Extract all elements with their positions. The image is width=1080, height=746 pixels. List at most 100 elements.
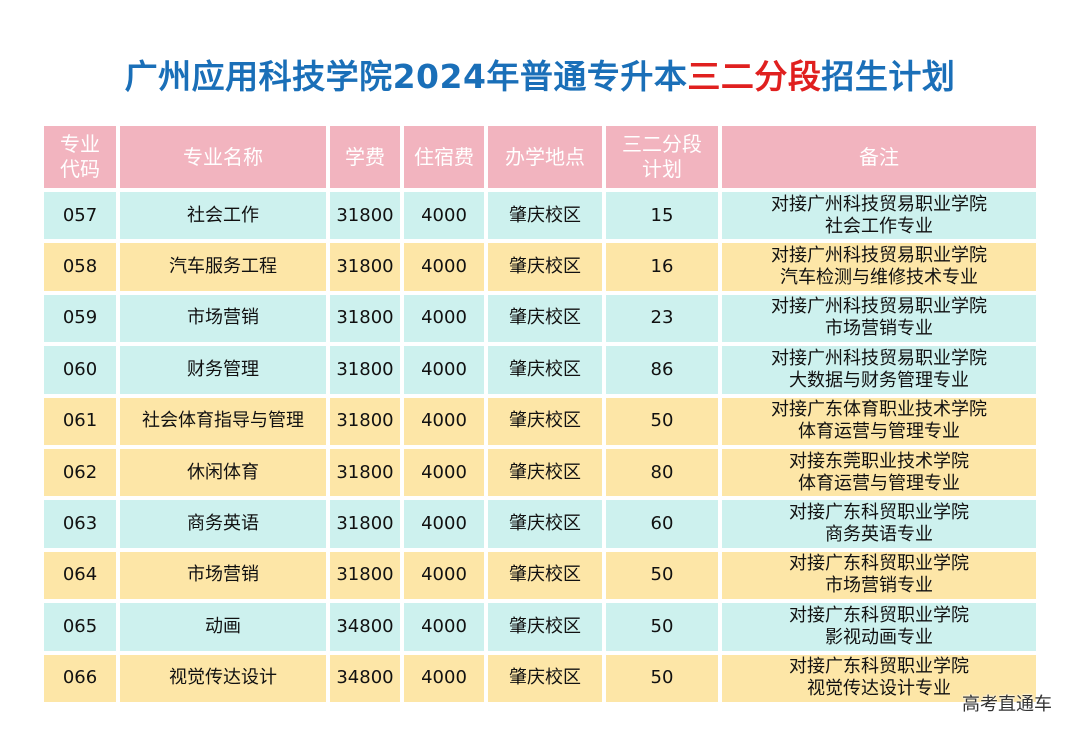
cell-note: 对接广州科技贸易职业学院 汽车检测与维修技术专业 xyxy=(722,243,1036,291)
cell-major-name: 市场营销 xyxy=(120,294,326,343)
cell-note: 对接广东科贸职业学院 视觉传达设计专业 xyxy=(722,654,1036,702)
note-line-2: 社会工作专业 xyxy=(825,215,933,237)
table-row: 061 社会体育指导与管理 31800 4000 肇庆校区 50 对接广东体育职业技术学院体… xyxy=(44,397,1036,445)
cell-tuition: 34800 xyxy=(330,603,400,651)
cell-tuition: 31800 xyxy=(330,397,400,445)
cell-campus: 肇庆校区 xyxy=(488,294,602,343)
cell-campus: 肇庆校区 xyxy=(488,500,602,548)
note-line-1: 对接广东科贸职业学院 xyxy=(789,656,969,678)
cell-major-name: 商务英语 xyxy=(120,500,326,548)
cell-campus: 肇庆校区 xyxy=(488,551,602,600)
cell-dorm-fee: 4000 xyxy=(404,551,484,600)
cell-dorm-fee: 4000 xyxy=(404,192,484,240)
cell-major-name: 财务管理 xyxy=(120,346,326,394)
note-line-1: 对接广州科技贸易职业学院 xyxy=(771,245,987,267)
cell-campus: 肇庆校区 xyxy=(488,243,602,291)
note-line-2: 体育运营与管理专业 xyxy=(798,421,960,443)
cell-tuition: 31800 xyxy=(330,192,400,240)
cell-major-code: 063 xyxy=(44,500,116,548)
table-row: 062 休闲体育 31800 4000 肇庆校区 80 对接东莞职业技术学院 体育运营与管理专… xyxy=(44,448,1036,497)
cell-dorm-fee: 4000 xyxy=(404,243,484,291)
cell-tuition: 31800 xyxy=(330,551,400,600)
cell-note: 对接广东科贸职业学院 影视动画专业 xyxy=(722,603,1036,651)
cell-note: 对接广州科技贸易职业学院 市场营销专业 xyxy=(722,294,1036,343)
cell-note: 对接东莞职业技术学院 体育运营与管理专业 xyxy=(722,448,1036,497)
cell-plan: 23 xyxy=(606,294,718,343)
header-major-code: 专业 代码 xyxy=(44,126,116,188)
note-line-1: 对接广东体育职业技术学院 xyxy=(771,399,987,421)
cell-dorm-fee: 4000 xyxy=(404,397,484,445)
note-line-2: 汽车检测与维修技术专业 xyxy=(780,267,978,289)
cell-dorm-fee: 4000 xyxy=(404,603,484,651)
cell-plan: 60 xyxy=(606,500,718,548)
cell-major-code: 066 xyxy=(44,654,116,702)
note-line-2: 商务英语专业 xyxy=(825,524,933,546)
table-row: 066 视觉传达设计 34800 4000 肇庆校区 50 对接广东科贸职业学院 视觉传达设计… xyxy=(44,654,1036,702)
cell-plan: 80 xyxy=(606,448,718,497)
cell-dorm-fee: 4000 xyxy=(404,448,484,497)
table-row: 065 动画 34800 4000 肇庆校区 50 对接广东科贸职业学院 影视动画专业 xyxy=(44,603,1036,651)
note-line-1: 对接东莞职业技术学院 xyxy=(789,450,969,472)
cell-campus: 肇庆校区 xyxy=(488,192,602,240)
cell-major-name: 市场营销 xyxy=(120,551,326,600)
table-row: 057 社会工作 31800 4000 肇庆校区 15 对接广州科技贸易职业学院 社会工作专业 xyxy=(44,192,1036,240)
header-note: 备注 xyxy=(722,126,1036,188)
cell-tuition: 31800 xyxy=(330,243,400,291)
cell-plan: 50 xyxy=(606,397,718,445)
cell-tuition: 31800 xyxy=(330,500,400,548)
cell-note: 对接广州科技贸易职业学院 社会工作专业 xyxy=(722,192,1036,240)
title-prefix: 广州应用科技学院2024年普通专升本 xyxy=(124,57,688,96)
cell-dorm-fee: 4000 xyxy=(404,346,484,394)
cell-note: 对接广州科技贸易职业学院 大数据与财务管理专业 xyxy=(722,346,1036,394)
cell-major-code: 058 xyxy=(44,243,116,291)
cell-plan: 86 xyxy=(606,346,718,394)
note-line-1: 对接广州科技贸易职业学院 xyxy=(771,296,987,318)
cell-campus: 肇庆校区 xyxy=(488,346,602,394)
header-dorm-fee: 住宿费 xyxy=(404,126,484,188)
cell-major-name: 社会工作 xyxy=(120,192,326,240)
table-header-row: 专业 代码 专业名称 学费 住宿费 办学地点 三二分段 计划 备注 xyxy=(44,126,1036,188)
cell-major-code: 064 xyxy=(44,551,116,600)
header-plan: 三二分段 计划 xyxy=(606,126,718,188)
cell-major-code: 065 xyxy=(44,603,116,651)
note-line-1: 对接广东科贸职业学院 xyxy=(789,553,969,575)
title-suffix: 招生计划 xyxy=(821,57,956,96)
title-highlight: 三二分段 xyxy=(687,57,822,96)
cell-plan: 50 xyxy=(606,551,718,600)
page-title: 广州应用科技学院2024年普通专升本三二分段招生计划 xyxy=(0,50,1080,98)
cell-dorm-fee: 4000 xyxy=(404,654,484,702)
cell-major-code: 057 xyxy=(44,192,116,240)
table-row: 059 市场营销 31800 4000 肇庆校区 23 对接广州科技贸易职业学院 市场营销专业 xyxy=(44,294,1036,343)
header-campus: 办学地点 xyxy=(488,126,602,188)
note-line-2: 体育运营与管理专业 xyxy=(798,472,960,494)
header-tuition: 学费 xyxy=(330,126,400,188)
note-line-2: 影视动画专业 xyxy=(825,626,933,648)
cell-major-code: 061 xyxy=(44,397,116,445)
note-line-1: 对接广东科贸职业学院 xyxy=(789,604,969,626)
cell-major-name: 休闲体育 xyxy=(120,448,326,497)
enrollment-plan-table: 专业 代码 专业名称 学费 住宿费 办学地点 三二分段 计划 备注 057 社会工作 3… xyxy=(40,122,1040,706)
cell-tuition: 31800 xyxy=(330,294,400,343)
note-line-1: 对接广州科技贸易职业学院 xyxy=(771,347,987,369)
note-line-2: 市场营销专业 xyxy=(825,318,933,340)
cell-major-name: 社会体育指导与管理 xyxy=(120,397,326,445)
cell-major-name: 动画 xyxy=(120,603,326,651)
note-line-2: 大数据与财务管理专业 xyxy=(789,369,969,391)
cell-major-name: 视觉传达设计 xyxy=(120,654,326,702)
cell-dorm-fee: 4000 xyxy=(404,294,484,343)
cell-major-code: 062 xyxy=(44,448,116,497)
cell-note: 对接广东科贸职业学院 商务英语专业 xyxy=(722,500,1036,548)
cell-major-name: 汽车服务工程 xyxy=(120,243,326,291)
cell-campus: 肇庆校区 xyxy=(488,654,602,702)
cell-plan: 16 xyxy=(606,243,718,291)
cell-plan: 50 xyxy=(606,603,718,651)
cell-note: 对接广东科贸职业学院 市场营销专业 xyxy=(722,551,1036,600)
cell-plan: 50 xyxy=(606,654,718,702)
note-line-1: 对接广州科技贸易职业学院 xyxy=(771,193,987,215)
note-line-1: 对接广东科贸职业学院 xyxy=(789,502,969,524)
cell-major-code: 060 xyxy=(44,346,116,394)
cell-major-code: 059 xyxy=(44,294,116,343)
cell-campus: 肇庆校区 xyxy=(488,603,602,651)
watermark-text: 高考直通车 xyxy=(962,694,1052,715)
header-major-name: 专业名称 xyxy=(120,126,326,188)
